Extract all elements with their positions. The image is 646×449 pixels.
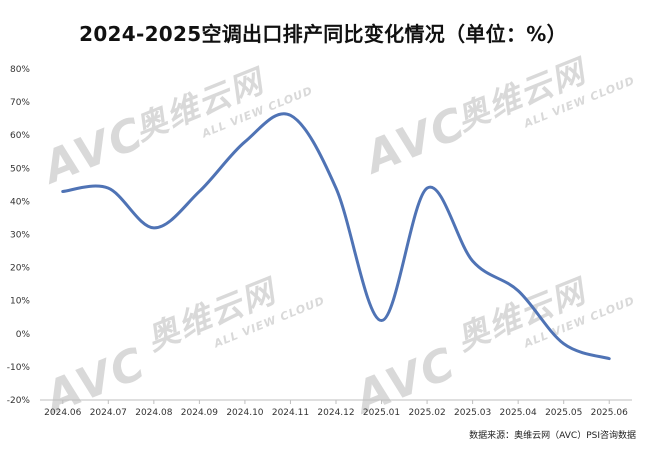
y-tick-label: 0% — [16, 330, 31, 340]
chart-title: 2024-2025空调出口排产同比变化情况（单位：%） — [79, 22, 567, 46]
x-tick-label: 2024.08 — [135, 408, 172, 418]
x-tick-label: 2025.06 — [591, 408, 628, 418]
data-point — [107, 187, 110, 190]
data-point — [471, 259, 474, 262]
y-tick-label: 30% — [10, 231, 30, 241]
data-point — [198, 190, 201, 193]
y-tick-label: 60% — [10, 131, 30, 141]
data-point — [289, 114, 292, 117]
data-point — [426, 187, 429, 190]
x-tick-label: 2024.11 — [272, 408, 309, 418]
data-point — [608, 357, 611, 360]
x-tick-label: 2025.01 — [363, 408, 400, 418]
x-tick-label: 2024.07 — [90, 408, 127, 418]
data-point — [243, 140, 246, 143]
y-tick-label: 40% — [10, 197, 30, 207]
data-point — [152, 226, 155, 229]
x-tick-label: 2024.12 — [317, 408, 354, 418]
y-tick-label: 10% — [10, 297, 30, 307]
y-tick-label: 50% — [10, 164, 30, 174]
x-tick-label: 2025.05 — [545, 408, 582, 418]
data-point — [380, 319, 383, 322]
y-tick-label: -20% — [7, 396, 31, 406]
x-tick-label: 2024.06 — [44, 408, 81, 418]
x-tick-label: 2024.10 — [226, 408, 263, 418]
data-point — [335, 187, 338, 190]
y-tick-label: 20% — [10, 264, 30, 274]
x-tick-label: 2024.09 — [181, 408, 218, 418]
data-point — [562, 342, 565, 345]
x-tick-label: 2025.02 — [408, 408, 445, 418]
x-tick-label: 2025.03 — [454, 408, 491, 418]
data-point — [517, 289, 520, 292]
y-tick-label: -10% — [7, 363, 31, 373]
data-point — [61, 190, 64, 193]
data-source-note: 数据来源：奥维云网（AVC）PSI咨询数据 — [469, 431, 636, 441]
y-tick-label: 70% — [10, 98, 30, 108]
series-line — [61, 112, 611, 361]
x-tick-label: 2025.04 — [500, 408, 537, 418]
y-tick-label: 80% — [10, 65, 30, 75]
